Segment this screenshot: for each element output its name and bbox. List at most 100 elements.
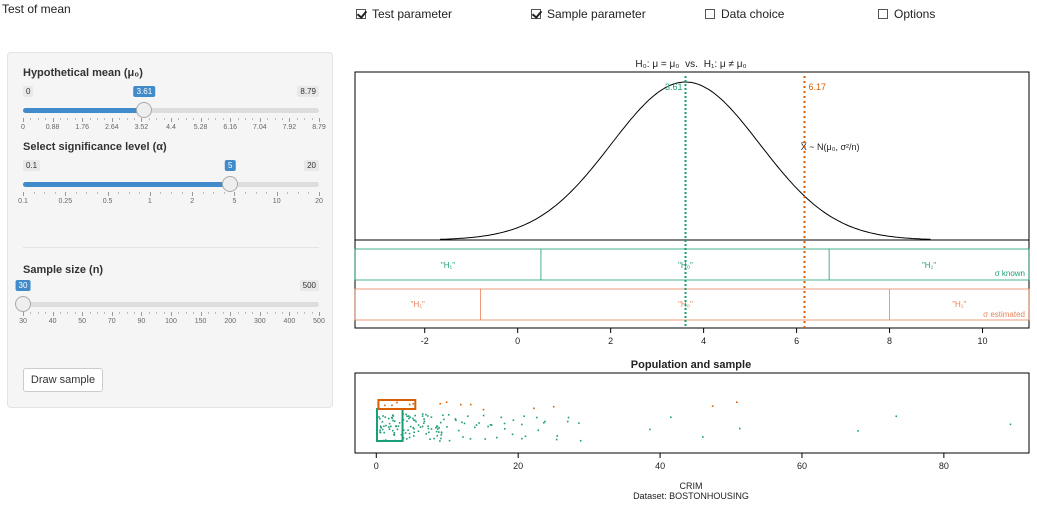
population-point <box>467 415 469 417</box>
checkbox-icon[interactable] <box>705 9 715 19</box>
slider-minor-tick <box>185 118 187 120</box>
slider-tick-label: 150 <box>194 318 207 325</box>
checkbox-icon[interactable] <box>531 9 541 19</box>
checkbox-icon[interactable] <box>356 9 366 19</box>
sample-point <box>408 403 411 406</box>
slider-minor-tick <box>104 312 106 314</box>
population-point <box>440 434 443 436</box>
slider-handle[interactable] <box>136 102 153 118</box>
population-point <box>408 432 411 435</box>
known-h1-right: "H₁" <box>922 261 936 270</box>
population-point <box>409 425 412 428</box>
slider-tick <box>52 312 54 316</box>
checkbox-icon[interactable] <box>878 9 888 19</box>
slider-minor-tick <box>178 312 180 314</box>
x-tick-label: 8 <box>887 336 892 346</box>
slider-handle[interactable] <box>222 176 239 192</box>
mean-slider[interactable]: 0 8.79 3.61 0 0.88 1.76 2.64 3.52 4.4 5.28 6.16… <box>21 86 326 146</box>
slider-tick <box>149 192 151 196</box>
population-point <box>407 429 409 432</box>
estimated-h1-left: "H₁" <box>411 300 425 309</box>
slider-minor-tick <box>282 312 283 314</box>
population-point <box>379 429 381 432</box>
slider-minor-tick <box>267 312 269 314</box>
sample-parameter-checkbox[interactable]: Sample parameter <box>531 7 646 21</box>
population-point <box>423 418 425 420</box>
population-point <box>395 425 397 428</box>
known-band <box>354 248 1030 281</box>
slider-minor-tick <box>119 118 121 120</box>
population-point <box>426 415 429 417</box>
slider-minor-tick <box>74 312 76 314</box>
population-point <box>397 425 400 427</box>
sidebar-panel: Hypothetical mean (μ₀) 0 8.79 3.61 0 0.88… <box>7 52 333 408</box>
population-point <box>388 428 391 430</box>
sample-boxplot <box>377 399 417 410</box>
population-point <box>417 424 420 426</box>
slider-tick-label: 8.79 <box>312 124 326 131</box>
slider-minor-tick <box>215 118 217 120</box>
hypothesis-test-chart: H₀: μ = μ₀ vs. H₁: μ ≠ μ₀ X̅ ~ N(μ₀, σ²/… <box>354 59 1030 346</box>
slider-minor-tick <box>297 192 299 194</box>
slider-value: 5 <box>224 160 236 171</box>
slider-minor-tick <box>222 312 224 314</box>
slider-minor-tick <box>245 118 246 120</box>
population-point <box>412 435 415 437</box>
population-sample-chart: Population and sample 0 20 40 60 80 CRIM Dat… <box>354 359 1030 501</box>
population-point <box>436 425 438 427</box>
population-point <box>566 420 569 423</box>
population-point <box>503 428 506 430</box>
slider-handle[interactable] <box>15 296 31 312</box>
x-tick-label: 40 <box>655 461 665 471</box>
slider-minor-tick <box>75 192 77 194</box>
population-point <box>521 423 523 426</box>
slider-minor-tick <box>148 118 150 120</box>
population-point <box>407 415 410 417</box>
slider-tick <box>111 312 113 316</box>
population-point <box>524 435 527 438</box>
population-point <box>503 422 506 425</box>
population-point <box>421 413 424 415</box>
slider-minor-tick <box>74 118 76 120</box>
slider-minor-tick <box>255 192 257 194</box>
population-point <box>435 430 438 433</box>
alpha-slider[interactable]: 0.1 20 5 0.1 0.25 0.5 1 2 5 10 20 <box>18 160 323 220</box>
slider-minor-tick <box>30 118 32 120</box>
population-point <box>738 427 741 430</box>
bottom-chart-title: Population and sample <box>631 359 751 371</box>
population-point <box>478 422 480 424</box>
slider-minor-tick <box>274 312 276 314</box>
test-parameter-checkbox[interactable]: Test parameter <box>356 7 452 21</box>
population-point <box>405 413 407 416</box>
population-point <box>469 438 472 440</box>
options-checkbox[interactable]: Options <box>878 7 935 21</box>
population-point <box>482 414 485 417</box>
slider-track[interactable] <box>23 108 319 113</box>
slider-track[interactable] <box>23 302 319 307</box>
slider-minor-tick <box>89 118 91 120</box>
population-point <box>379 431 382 434</box>
sample-point <box>439 402 442 405</box>
plot-frame <box>354 372 1030 454</box>
slider-minor-tick <box>267 118 269 120</box>
population-point <box>415 420 417 423</box>
population-point <box>404 432 407 434</box>
data-choice-checkbox[interactable]: Data choice <box>705 7 784 21</box>
slider-minor-tick <box>171 192 172 194</box>
checkbox-label: Sample parameter <box>547 7 646 21</box>
population-point <box>409 416 411 419</box>
slider-minor-tick <box>245 312 246 314</box>
slider-minor-tick <box>126 118 128 120</box>
draw-sample-button[interactable]: Draw sample <box>23 368 103 392</box>
slider-tick-label: 2.64 <box>104 124 119 131</box>
slider-minor-tick <box>193 118 195 120</box>
slider-max: 20 <box>304 160 319 171</box>
slider-tick-label: 0.5 <box>102 198 113 205</box>
distribution-label: X̅ ~ N(μ₀, σ²/n) <box>801 142 860 152</box>
slider-tick-label: 200 <box>224 318 237 325</box>
slider-minor-tick <box>134 118 135 120</box>
slider-minor-tick <box>44 192 46 194</box>
x-tick-label: 80 <box>939 461 949 471</box>
sample-point <box>412 402 415 405</box>
